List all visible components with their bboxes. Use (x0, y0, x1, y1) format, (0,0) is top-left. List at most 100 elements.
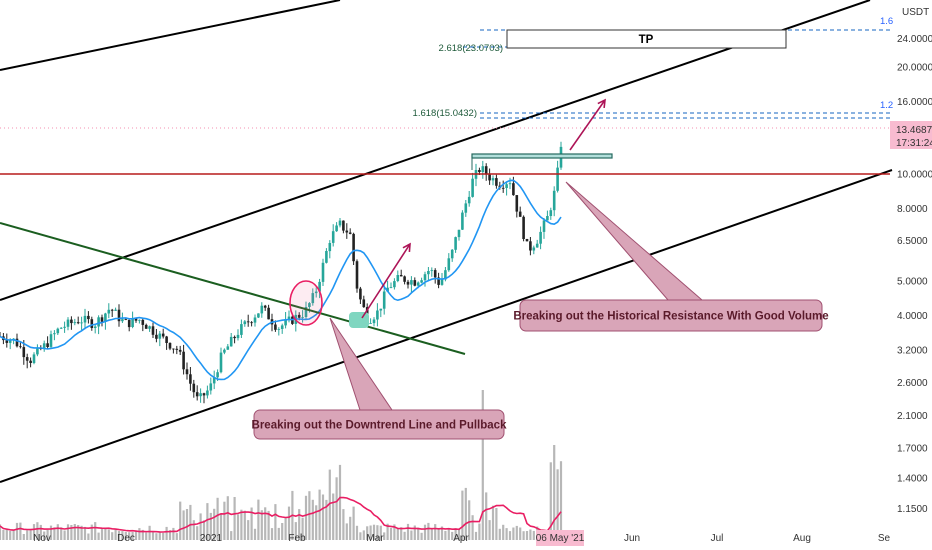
candle-body (53, 333, 56, 335)
volume-bar (94, 522, 97, 540)
volume-bar (53, 527, 56, 540)
candle-body (93, 326, 97, 328)
fib-right-label: 1.2 (880, 100, 893, 111)
candle-body (56, 328, 60, 334)
volume-bar (444, 530, 447, 540)
candle-body (389, 287, 393, 288)
volume-bar (2, 529, 5, 540)
candle-body (144, 324, 148, 329)
volume-bar (104, 528, 107, 540)
volume-bar (318, 489, 321, 540)
candle-body (172, 348, 175, 350)
current-date-label: 06 May '21 (536, 533, 585, 544)
resistance-box (471, 153, 613, 159)
candle-body (369, 323, 372, 324)
candle-body (331, 231, 335, 243)
volume-bar (49, 525, 53, 540)
volume-bar (406, 523, 410, 540)
candle-body (178, 349, 182, 352)
breakout-ellipse (289, 280, 323, 326)
candle-body (36, 347, 39, 355)
candle-body (508, 183, 512, 185)
candle-body (246, 321, 250, 323)
candle-body (552, 190, 556, 211)
volume-bar (264, 507, 267, 540)
candle-body (314, 291, 318, 294)
candle-body (19, 346, 22, 348)
fib-label: 2.618(23.0703) (439, 43, 503, 54)
candle-body (321, 262, 325, 282)
volume-bar (342, 509, 345, 540)
candle-body (277, 329, 281, 330)
volume-bar (457, 529, 461, 540)
candle-body (280, 325, 284, 329)
volume-bar (253, 528, 257, 540)
volume-bar (206, 503, 209, 540)
downtrend-line (0, 222, 466, 355)
volume-bar (311, 499, 314, 540)
candle-body (104, 313, 107, 322)
candle-body (481, 166, 485, 172)
time-tick-label: Se (878, 533, 891, 544)
volume-bar (233, 497, 236, 540)
volume-bar (202, 520, 206, 540)
candle-body (107, 309, 111, 314)
candle-body (267, 307, 270, 320)
candle-body (393, 281, 396, 288)
candle-body (257, 313, 260, 318)
volume-bar (66, 524, 70, 540)
volume-bar (60, 527, 63, 540)
volume-bar (532, 530, 535, 540)
candle-body (478, 170, 481, 172)
labels-layer: TP 2.618(23.0703) 1.618(15.0432) 1.6 1.2 USDT… (33, 7, 932, 546)
volume-bar (158, 532, 161, 540)
candle-body (148, 326, 151, 329)
price-tick-label: 3.2000 (897, 346, 928, 357)
candle-body (512, 183, 515, 196)
candle-body (297, 314, 301, 318)
time-tick-label: 2021 (200, 533, 223, 544)
candle-body (501, 187, 505, 189)
volume-bar (182, 510, 185, 540)
candle-body (342, 220, 345, 231)
volume-bar (83, 526, 87, 540)
candle-body (376, 310, 379, 320)
candle-body (29, 360, 32, 363)
volume-bar (287, 506, 291, 540)
candle-body (359, 288, 362, 300)
volume-bar (260, 510, 263, 540)
candle-body (236, 334, 240, 339)
candle-body (131, 318, 134, 327)
candle-body (308, 303, 311, 307)
candle-body (223, 349, 226, 353)
candle-body (209, 383, 213, 391)
candle-body (46, 343, 49, 347)
volume-bar (179, 501, 182, 540)
volume-bar (440, 526, 444, 540)
candle-body (161, 333, 165, 337)
candle-body (437, 277, 440, 285)
price-tick-label: 2.6000 (897, 378, 928, 389)
candle-body (155, 334, 158, 339)
volume-bar (369, 525, 372, 540)
fib-label: 1.618(15.0432) (413, 108, 477, 119)
volume-bar (332, 493, 335, 540)
volume-bar (230, 531, 233, 540)
candle-body (335, 225, 338, 232)
candle-body (158, 333, 162, 339)
candle-body (151, 326, 155, 335)
volume-bar (243, 510, 246, 540)
tp-label: TP (639, 34, 654, 46)
candle-body (80, 322, 83, 324)
price-tick-label: 24.0000 (897, 34, 932, 45)
candle-body (15, 338, 19, 347)
candle-body (73, 322, 77, 324)
volume-bar (376, 525, 379, 540)
volume-bar (189, 504, 192, 540)
candles (0, 141, 563, 404)
candle-body (382, 291, 386, 309)
time-tick-label: Nov (33, 533, 51, 544)
candle-body (345, 230, 349, 233)
volume-bar (362, 530, 365, 540)
